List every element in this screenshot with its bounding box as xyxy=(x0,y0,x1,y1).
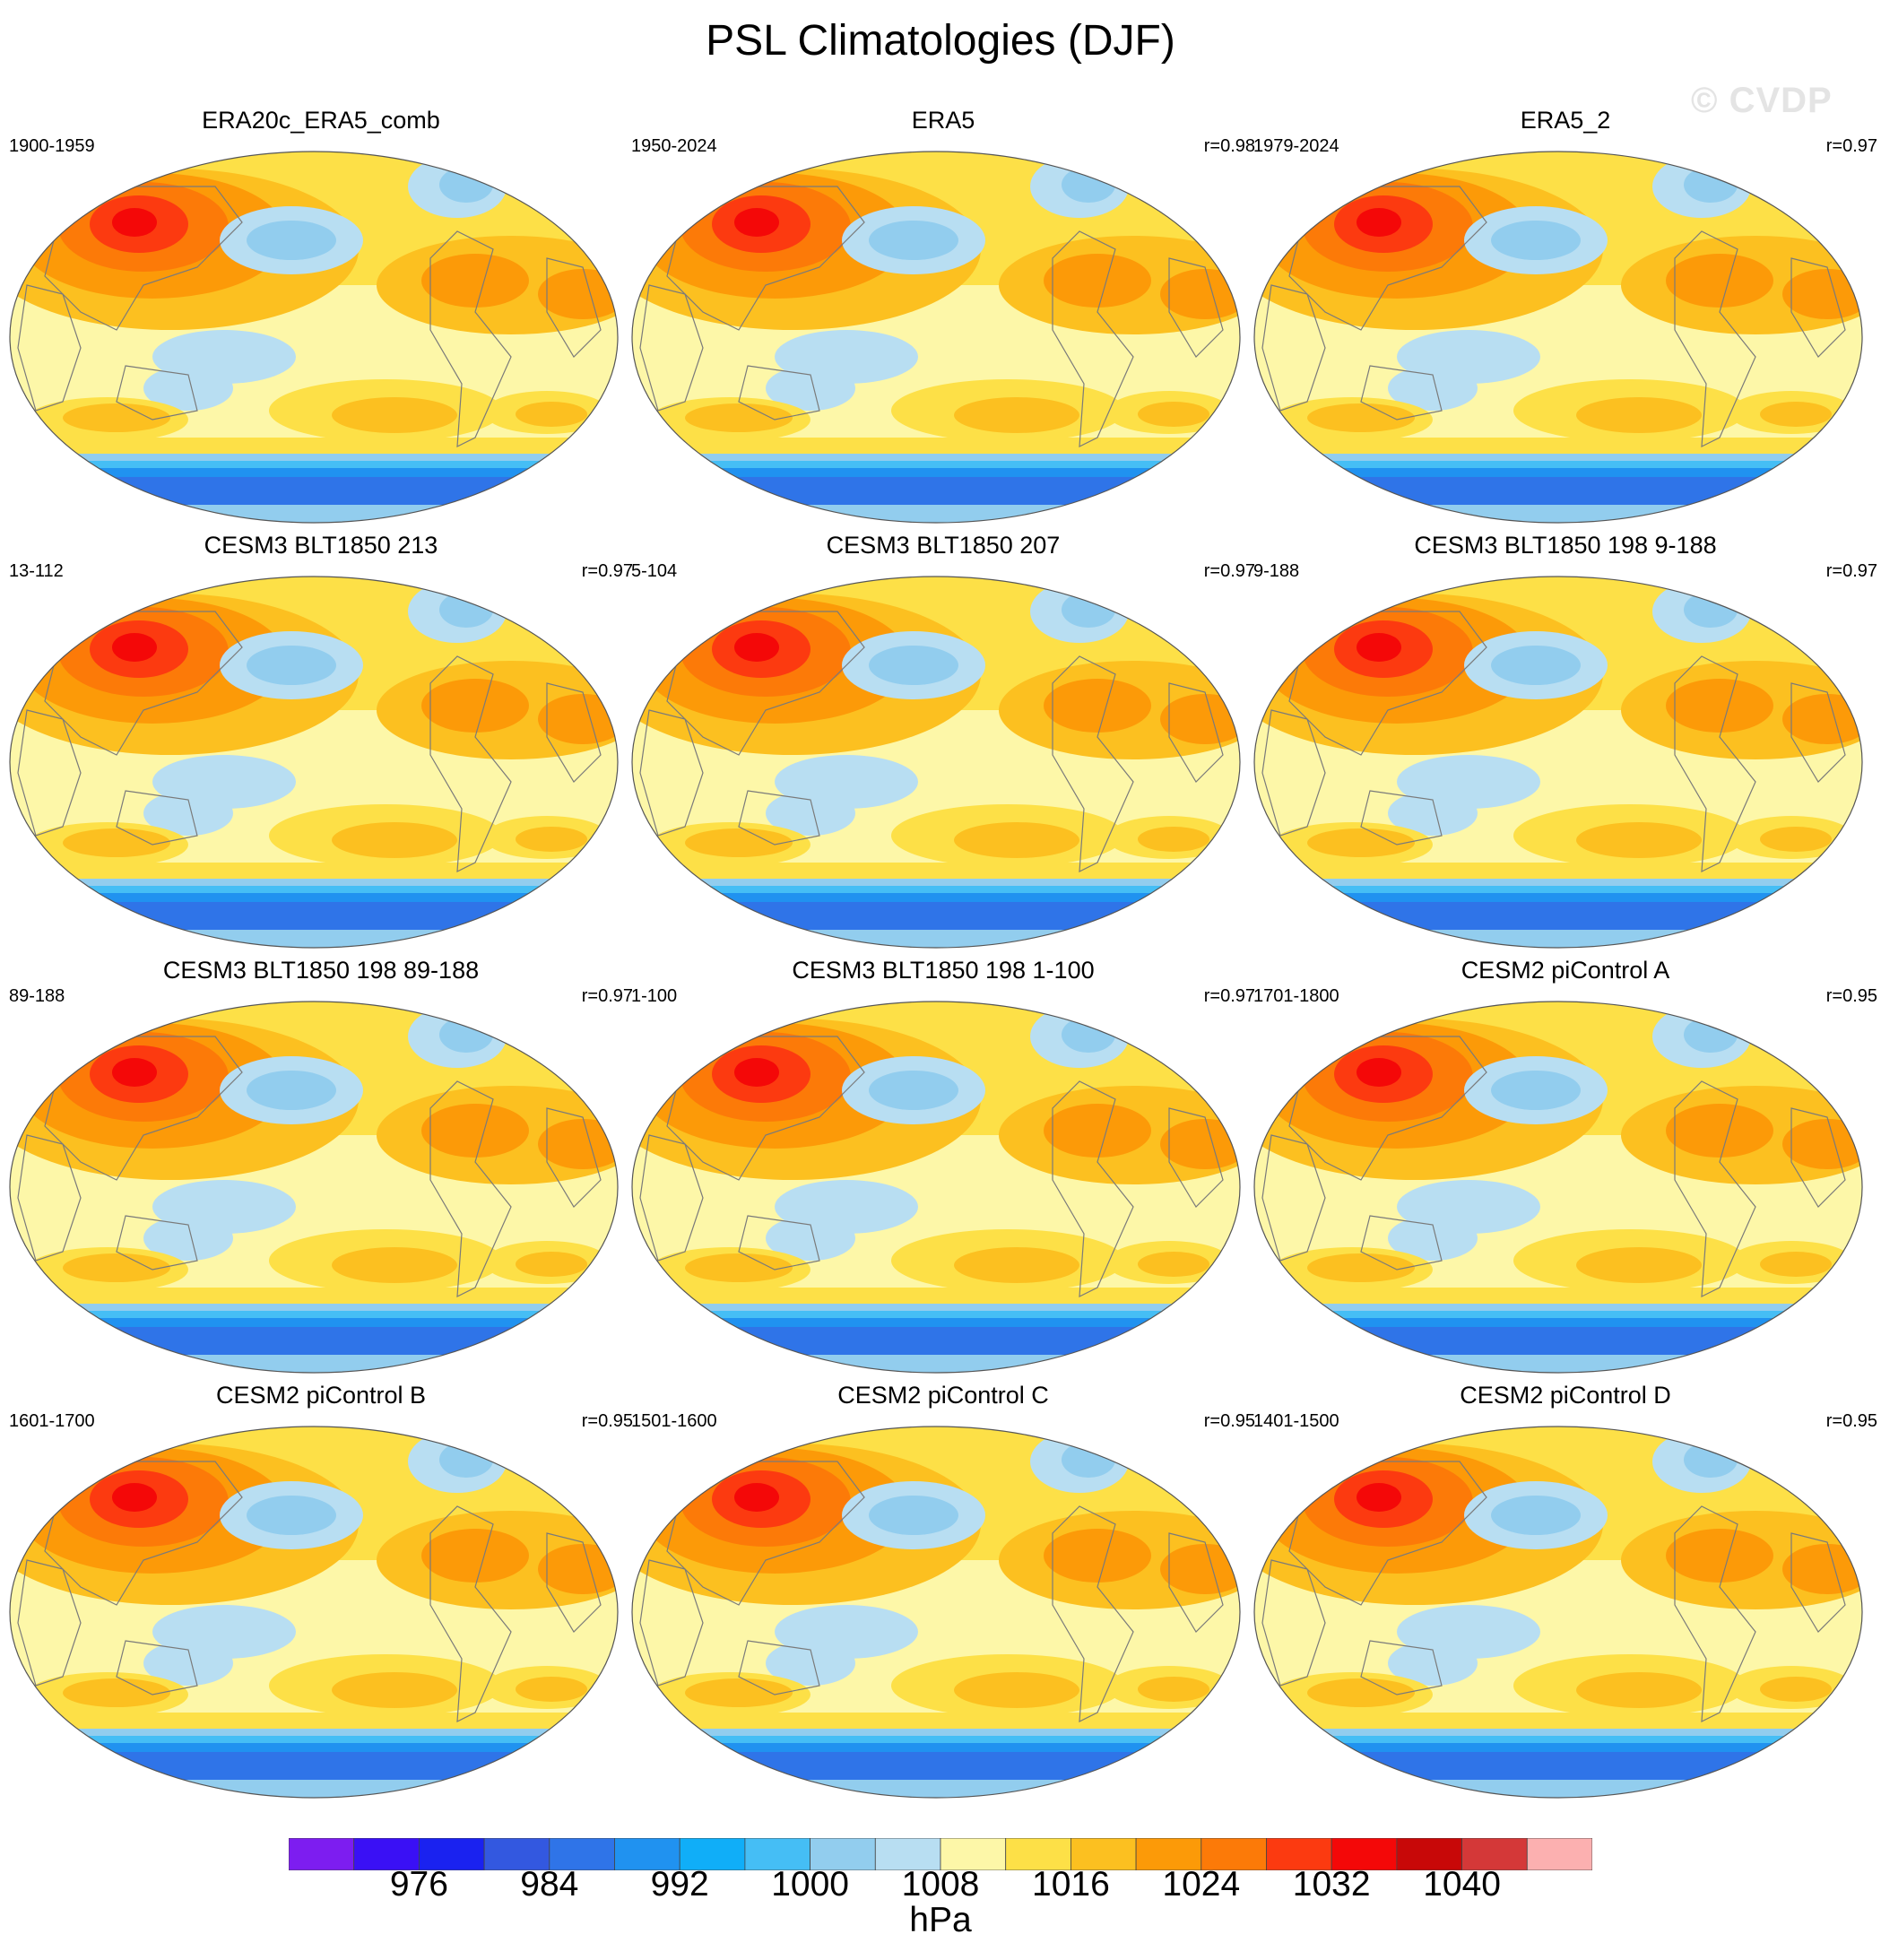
watermark: © CVDP xyxy=(1691,81,1833,120)
colorbar-box xyxy=(614,1838,680,1870)
figure-title: PSL Climatologies (DJF) xyxy=(706,17,1175,65)
panel-correlation: r=0.97 xyxy=(1825,561,1877,581)
colorbar-box xyxy=(1135,1838,1202,1870)
panel-title: CESM2 piControl A xyxy=(1461,957,1670,984)
map-panel: ERA5 1950-2024 r=0.98 xyxy=(631,106,1255,527)
colorbar-box xyxy=(549,1838,615,1870)
map-panel: ERA5_2 1979-2024 r=0.97 xyxy=(1253,106,1877,527)
panel-correlation: r=0.97 xyxy=(1203,986,1255,1006)
panel-correlation: r=0.98 xyxy=(1203,136,1255,156)
colorbar-box xyxy=(1071,1838,1137,1870)
colorbar-tick-label: 1000 xyxy=(771,1865,849,1904)
psl-map xyxy=(1253,1426,1863,1799)
psl-map xyxy=(1253,151,1863,524)
colorbar-box xyxy=(1526,1838,1592,1870)
map-panel: CESM3 BLT1850 207 5-104 r=0.97 xyxy=(631,531,1255,952)
panel-years: 1601-1700 xyxy=(9,1411,95,1431)
panel-years: 1950-2024 xyxy=(631,136,717,156)
panel-title: CESM2 piControl D xyxy=(1460,1382,1671,1409)
colorbar-box xyxy=(1005,1838,1071,1870)
colorbar-tick-label: 1032 xyxy=(1292,1865,1371,1904)
psl-map xyxy=(1253,1001,1863,1374)
colorbar-box xyxy=(744,1838,810,1870)
map-panel: CESM3 BLT1850 198 9-188 9-188 r=0.97 xyxy=(1253,531,1877,952)
panel-title: ERA5_2 xyxy=(1520,107,1611,134)
colorbar-box xyxy=(1201,1838,1267,1870)
panel-correlation: r=0.97 xyxy=(1203,561,1255,581)
psl-map xyxy=(9,576,619,949)
map-panel: CESM2 piControl C 1501-1600 r=0.95 xyxy=(631,1381,1255,1802)
panel-years: 5-104 xyxy=(631,561,678,581)
psl-map xyxy=(631,576,1241,949)
colorbar-box xyxy=(1331,1838,1398,1870)
panel-title: CESM3 BLT1850 198 1-100 xyxy=(792,957,1095,984)
panel-years: 89-188 xyxy=(9,986,65,1006)
colorbar xyxy=(289,1838,1592,1870)
psl-map xyxy=(1253,576,1863,949)
panel-title: CESM3 BLT1850 207 xyxy=(826,532,1061,559)
psl-map xyxy=(9,1426,619,1799)
colorbar-box xyxy=(1461,1838,1528,1870)
map-panel: CESM2 piControl A 1701-1800 r=0.95 xyxy=(1253,956,1877,1377)
colorbar-box xyxy=(874,1838,941,1870)
panel-title: ERA20c_ERA5_comb xyxy=(202,107,440,134)
panel-correlation: r=0.95 xyxy=(1825,986,1877,1006)
panel-years: 1-100 xyxy=(631,986,678,1006)
psl-map xyxy=(9,151,619,524)
psl-map xyxy=(631,1001,1241,1374)
colorbar-box xyxy=(418,1838,485,1870)
map-panel: CESM3 BLT1850 198 1-100 1-100 r=0.97 xyxy=(631,956,1255,1377)
colorbar-box xyxy=(1396,1838,1463,1870)
map-panel: ERA20c_ERA5_comb 1900-1959 xyxy=(9,106,633,527)
panel-years: 9-188 xyxy=(1253,561,1300,581)
colorbar-box xyxy=(483,1838,550,1870)
panel-correlation: r=0.95 xyxy=(1203,1411,1255,1431)
panel-correlation: r=0.97 xyxy=(581,986,633,1006)
panel-correlation: r=0.95 xyxy=(581,1411,633,1431)
colorbar-box xyxy=(810,1838,876,1870)
colorbar-tick-label: 984 xyxy=(520,1865,579,1904)
panel-title: CESM3 BLT1850 198 9-188 xyxy=(1414,532,1717,559)
panel-years: 1979-2024 xyxy=(1253,136,1339,156)
colorbar-tick-label: 1016 xyxy=(1032,1865,1110,1904)
colorbar-tick-label: 1024 xyxy=(1162,1865,1241,1904)
map-panel: CESM3 BLT1850 198 89-188 89-188 r=0.97 xyxy=(9,956,633,1377)
panel-correlation: r=0.95 xyxy=(1825,1411,1877,1431)
colorbar-tick-label: 992 xyxy=(650,1865,709,1904)
map-panel: CESM3 BLT1850 213 13-112 r=0.97 xyxy=(9,531,633,952)
panel-years: 1401-1500 xyxy=(1253,1411,1339,1431)
panel-title: CESM2 piControl C xyxy=(837,1382,1049,1409)
colorbar-box xyxy=(679,1838,746,1870)
psl-map xyxy=(631,1426,1241,1799)
map-panel: CESM2 piControl B 1601-1700 r=0.95 xyxy=(9,1381,633,1802)
psl-map xyxy=(631,151,1241,524)
panel-years: 1501-1600 xyxy=(631,1411,717,1431)
panel-years: 1900-1959 xyxy=(9,136,95,156)
colorbar-unit: hPa xyxy=(909,1901,972,1939)
panel-correlation: r=0.97 xyxy=(1825,136,1877,156)
panel-title: CESM2 piControl B xyxy=(215,1382,427,1409)
colorbar-box xyxy=(353,1838,420,1870)
panel-title: CESM3 BLT1850 213 xyxy=(204,532,438,559)
panel-correlation: r=0.97 xyxy=(581,561,633,581)
colorbar-tick-label: 1008 xyxy=(901,1865,980,1904)
map-panel: CESM2 piControl D 1401-1500 r=0.95 xyxy=(1253,1381,1877,1802)
colorbar-tick-label: 976 xyxy=(389,1865,448,1904)
panel-title: ERA5 xyxy=(911,107,975,134)
psl-map xyxy=(9,1001,619,1374)
panel-years: 13-112 xyxy=(9,561,64,581)
panel-title: CESM3 BLT1850 198 89-188 xyxy=(162,957,480,984)
colorbar-tick-label: 1040 xyxy=(1423,1865,1501,1904)
colorbar-box xyxy=(289,1838,355,1870)
panel-years: 1701-1800 xyxy=(1253,986,1339,1006)
